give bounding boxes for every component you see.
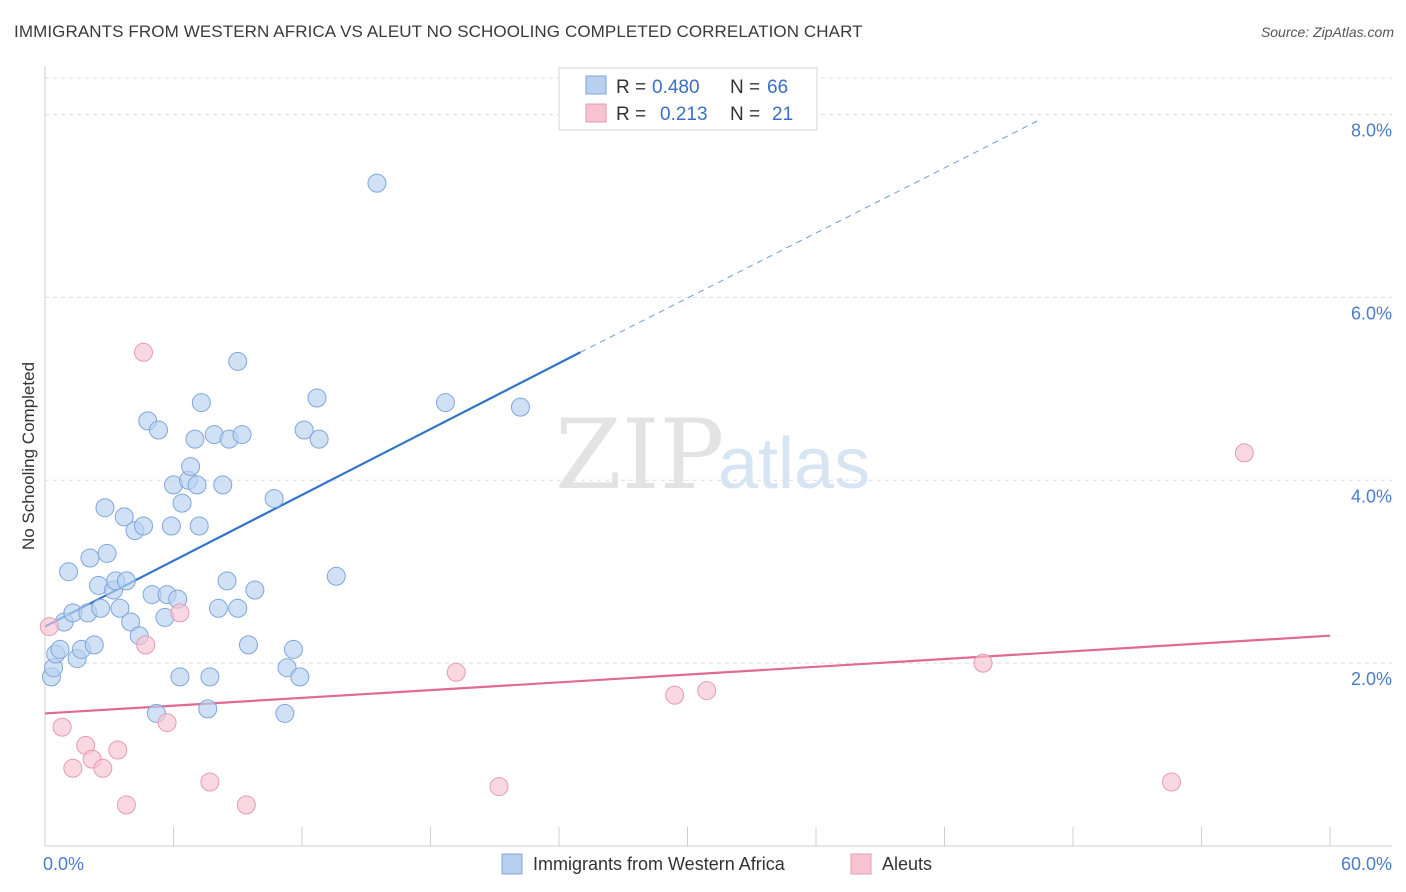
data-point-immigrants bbox=[116, 571, 136, 591]
data-point-immigrants bbox=[367, 173, 387, 193]
legend-n-label-1: N = bbox=[730, 77, 760, 98]
trend-line-aleuts bbox=[44, 634, 1331, 715]
data-point-immigrants bbox=[275, 703, 295, 723]
data-point-immigrants bbox=[110, 598, 130, 618]
y-tick-label: 4.0% bbox=[1351, 486, 1392, 506]
data-point-immigrants bbox=[161, 516, 181, 536]
chart-title: IMMIGRANTS FROM WESTERN AFRICA VS ALEUT … bbox=[14, 22, 863, 41]
data-point-aleuts bbox=[93, 758, 113, 778]
data-point-aleuts bbox=[108, 740, 128, 760]
data-point-immigrants bbox=[326, 566, 346, 586]
data-point-immigrants bbox=[200, 667, 220, 687]
data-point-immigrants bbox=[189, 516, 209, 536]
y-tick-labels: 2.0% 4.0% 6.0% 8.0% bbox=[1351, 121, 1392, 690]
data-point-aleuts bbox=[697, 681, 717, 701]
legend-swatch-blue bbox=[585, 75, 607, 95]
x-tick-label: 60.0% bbox=[1341, 854, 1392, 874]
source-credit: Source: ZipAtlas.com bbox=[1260, 24, 1394, 40]
data-point-immigrants bbox=[294, 420, 314, 440]
data-point-immigrants bbox=[228, 351, 248, 371]
data-point-aleuts bbox=[116, 795, 136, 815]
correlation-legend: R = 0.480 N = 66 R = 0.213 N = 21 bbox=[558, 67, 818, 131]
data-point-aleuts bbox=[446, 662, 466, 682]
data-point-aleuts bbox=[1162, 772, 1182, 792]
data-point-aleuts bbox=[489, 777, 509, 797]
data-point-immigrants bbox=[309, 429, 329, 449]
bottom-legend-label-2: Aleuts bbox=[882, 854, 932, 874]
data-point-aleuts bbox=[200, 772, 220, 792]
bottom-legend-swatch-blue bbox=[501, 853, 523, 875]
data-point-immigrants bbox=[84, 635, 104, 655]
data-point-aleuts bbox=[134, 342, 154, 362]
legend-r-value-1: 0.480 bbox=[652, 77, 700, 98]
data-point-immigrants bbox=[50, 639, 70, 659]
data-point-immigrants bbox=[213, 475, 233, 495]
y-tick-label: 8.0% bbox=[1351, 121, 1392, 141]
series-immigrants-points bbox=[41, 173, 530, 723]
bottom-legend-swatch-pink bbox=[850, 853, 872, 875]
data-point-aleuts bbox=[170, 603, 190, 623]
x-tick-labels: 0.0% 60.0% bbox=[43, 854, 1392, 874]
data-point-immigrants bbox=[95, 498, 115, 518]
data-point-immigrants bbox=[181, 457, 201, 477]
grid-lines bbox=[45, 77, 1392, 664]
data-point-immigrants bbox=[59, 562, 79, 582]
data-point-immigrants bbox=[198, 699, 218, 719]
data-point-immigrants bbox=[245, 580, 265, 600]
data-point-aleuts bbox=[136, 635, 156, 655]
data-point-immigrants bbox=[264, 489, 284, 509]
data-point-immigrants bbox=[217, 571, 237, 591]
legend-r-label-1: R = bbox=[616, 77, 646, 98]
data-point-immigrants bbox=[134, 516, 154, 536]
data-point-immigrants bbox=[232, 425, 252, 445]
data-point-immigrants bbox=[277, 658, 297, 678]
data-point-immigrants bbox=[97, 543, 117, 563]
data-point-immigrants bbox=[208, 598, 228, 618]
data-point-immigrants bbox=[510, 397, 530, 417]
trend-line-immigrants-extension bbox=[580, 118, 1042, 353]
data-point-aleuts bbox=[973, 653, 993, 673]
data-point-aleuts bbox=[665, 685, 685, 705]
legend-n-label-2: N = bbox=[730, 104, 760, 125]
data-point-immigrants bbox=[114, 507, 134, 527]
legend-r-label-2: R = bbox=[616, 104, 646, 125]
legend-swatch-pink bbox=[585, 103, 607, 123]
data-point-immigrants bbox=[121, 612, 141, 632]
data-point-aleuts bbox=[39, 617, 59, 637]
series-aleuts-points bbox=[39, 342, 1254, 815]
data-point-immigrants bbox=[80, 548, 100, 568]
y-tick-label: 6.0% bbox=[1351, 303, 1392, 323]
watermark-atlas: atlas bbox=[718, 424, 870, 504]
legend-n-value-2: 21 bbox=[772, 104, 793, 125]
data-point-immigrants bbox=[283, 639, 303, 659]
data-point-immigrants bbox=[170, 667, 190, 687]
data-point-immigrants bbox=[307, 388, 327, 408]
data-point-aleuts bbox=[157, 713, 177, 733]
data-point-aleuts bbox=[1234, 443, 1254, 463]
x-tick-label: 0.0% bbox=[43, 854, 84, 874]
data-point-immigrants bbox=[185, 429, 205, 449]
bottom-legend-label-1: Immigrants from Western Africa bbox=[533, 854, 786, 874]
data-point-aleuts bbox=[63, 758, 83, 778]
y-tick-label: 2.0% bbox=[1351, 669, 1392, 689]
y-axis-label: No Schooling Completed bbox=[19, 362, 38, 550]
series-legend: Immigrants from Western Africa Aleuts bbox=[501, 853, 932, 875]
data-point-aleuts bbox=[52, 717, 72, 737]
data-point-immigrants bbox=[91, 598, 111, 618]
legend-n-value-1: 66 bbox=[767, 77, 788, 98]
data-point-immigrants bbox=[435, 393, 455, 413]
legend-r-value-2: 0.213 bbox=[660, 104, 708, 125]
data-point-immigrants bbox=[238, 635, 258, 655]
data-point-immigrants bbox=[228, 598, 248, 618]
data-point-immigrants bbox=[290, 667, 310, 687]
data-point-immigrants bbox=[191, 393, 211, 413]
data-point-immigrants bbox=[187, 475, 207, 495]
data-point-immigrants bbox=[149, 420, 169, 440]
data-point-immigrants bbox=[172, 493, 192, 513]
data-point-aleuts bbox=[236, 795, 256, 815]
watermark-zip: ZIP bbox=[555, 399, 724, 511]
axes bbox=[44, 66, 1392, 847]
